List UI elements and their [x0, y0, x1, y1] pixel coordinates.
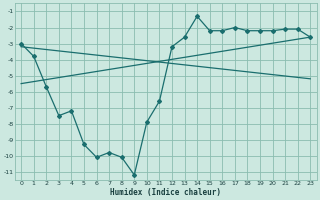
X-axis label: Humidex (Indice chaleur): Humidex (Indice chaleur) [110, 188, 221, 197]
